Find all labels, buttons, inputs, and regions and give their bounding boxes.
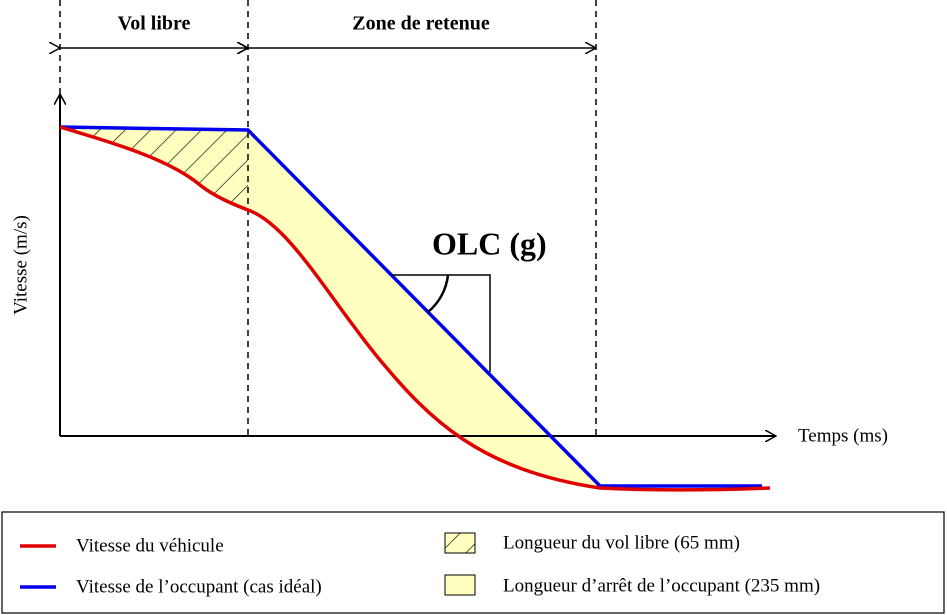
x-axis-label: Temps (ms) (798, 425, 888, 446)
legend-label: Vitesse du véhicule (76, 535, 224, 556)
legend-label: Vitesse de l’occupant (cas idéal) (76, 576, 322, 597)
legend-label: Longueur du vol libre (65 mm) (503, 532, 740, 553)
legend-box (1, 511, 945, 614)
legend-label: Longueur d’arrêt de l’occupant (235 mm) (503, 575, 820, 596)
olc-angle (392, 274, 491, 372)
free-flight-area (60, 127, 248, 210)
legend-swatch (444, 574, 476, 596)
axes (60, 94, 776, 436)
olc-label: OLC (g) (432, 225, 547, 261)
vehicle-curve (59, 125, 771, 492)
occupant-curve (59, 125, 762, 488)
legend-swatch (444, 532, 476, 554)
y-axis-label: Vitesse (m/s) (10, 215, 31, 315)
zone-label: Vol libre (118, 13, 191, 35)
zone-label: Zone de retenue (352, 13, 490, 35)
